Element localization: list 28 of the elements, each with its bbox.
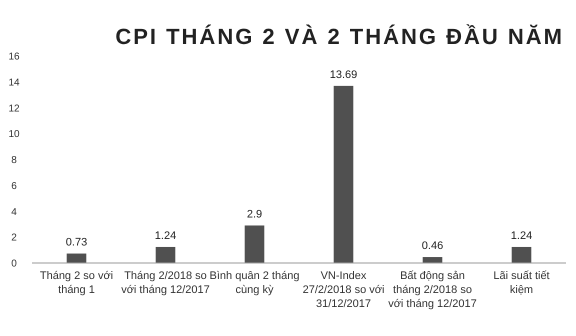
data-label: 2.9 bbox=[246, 208, 262, 220]
data-label: 0.73 bbox=[66, 236, 88, 249]
y-tick-label: 16 bbox=[8, 52, 20, 62]
y-tick-label: 0 bbox=[11, 258, 18, 270]
bar bbox=[66, 254, 86, 263]
y-tick-label: 14 bbox=[8, 77, 20, 88]
data-label: 0.46 bbox=[422, 240, 444, 252]
y-tick-label: 10 bbox=[8, 129, 20, 140]
data-label: 1.24 bbox=[154, 230, 176, 242]
chart-title: CPI THÁNG 2 VÀ 2 THÁNG ĐẦU NĂM bbox=[115, 24, 564, 49]
bar bbox=[244, 225, 264, 263]
y-tick-label: 12 bbox=[8, 103, 20, 114]
y-tick-label: 4 bbox=[11, 206, 18, 218]
bar bbox=[334, 86, 354, 263]
data-label: 1.24 bbox=[510, 230, 532, 242]
y-tick-label: 6 bbox=[11, 180, 18, 192]
x-tick-label: Bình quân 2 tháng cùng kỳ bbox=[210, 270, 300, 296]
x-tick-label: Tháng 2/2018 so với tháng 12/2017 bbox=[121, 270, 210, 296]
x-tick-label: VN-Index 27/2/2018 so với 31/12/2017 bbox=[302, 270, 384, 310]
y-tick-label: 8 bbox=[11, 155, 18, 166]
bar bbox=[422, 257, 442, 263]
x-tick-label: Lãi suất tiết kiệm bbox=[493, 270, 550, 296]
bar bbox=[156, 246, 176, 263]
x-tick-label: Bất động sản tháng 2/2018 so với tháng 12/2017 bbox=[388, 270, 477, 310]
x-tick-label: Tháng 2 so với tháng 1 bbox=[40, 270, 114, 296]
bar bbox=[512, 246, 532, 263]
data-label: 13.69 bbox=[330, 68, 358, 81]
y-tick-label: 2 bbox=[11, 232, 18, 244]
